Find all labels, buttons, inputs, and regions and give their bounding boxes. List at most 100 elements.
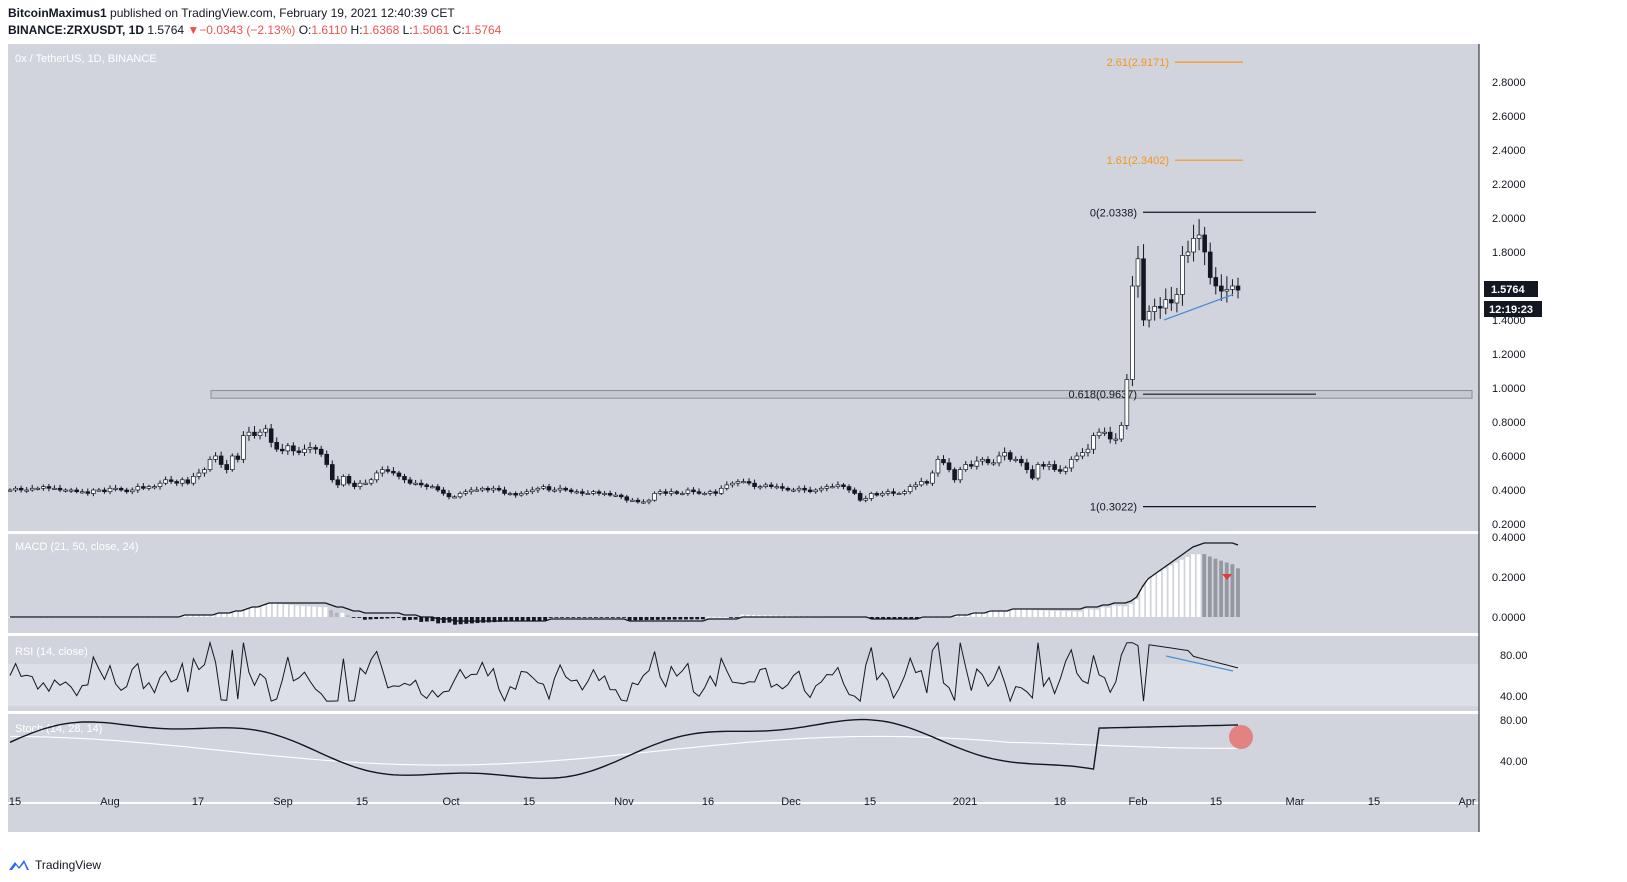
macd-hist-bar <box>667 617 672 620</box>
candle-body <box>802 487 807 491</box>
resistance-zone-rect <box>210 390 1473 399</box>
footer-brand[interactable]: TradingView <box>35 858 102 872</box>
candle-body <box>441 489 446 494</box>
macd-hist-bar <box>362 617 367 620</box>
candle-body <box>563 487 568 491</box>
candle-body <box>752 482 757 487</box>
macd-hist-bar <box>317 606 322 617</box>
macd-hist-bar <box>886 617 891 619</box>
candle-body <box>96 489 102 492</box>
macd-hist-bar <box>486 617 491 623</box>
candle-body <box>46 486 52 489</box>
symbol-ohlc-line: BINANCE:ZRXUSDT, 1D 1.5764 ▼−0.0343 (−2.… <box>8 23 501 37</box>
rsi-axis-ticks: 80.00 40.00 <box>1500 650 1528 703</box>
candle-body <box>502 489 507 494</box>
candle-body <box>118 487 124 491</box>
price-unit: USDT <box>1500 52 1527 63</box>
candle-body <box>557 487 563 491</box>
candle-body <box>63 489 68 492</box>
open-label: O: <box>298 23 312 37</box>
candle-body <box>641 501 646 504</box>
author-name[interactable]: BitcoinMaximus1 <box>8 6 107 20</box>
macd-hist-bar <box>548 617 553 618</box>
candle-body <box>1024 462 1030 470</box>
trendline <box>1163 293 1234 321</box>
candle-body <box>102 489 107 493</box>
macd-hist-bar <box>745 614 750 617</box>
candle-body <box>146 486 152 489</box>
macd-hist-bar <box>334 612 339 617</box>
macd-hist-bar <box>988 609 993 617</box>
macd-hist-bar <box>436 617 441 624</box>
macd-hist-bar <box>520 617 525 621</box>
macd-hist-bar <box>1213 558 1218 617</box>
macd-hist-bar <box>706 616 711 618</box>
macd-hist-bar <box>1038 610 1043 617</box>
candle-body <box>279 448 285 452</box>
candle-body <box>185 479 191 484</box>
macd-hist-bar <box>509 617 514 622</box>
candle-body <box>530 489 535 493</box>
macd-hist-bar <box>1044 610 1049 617</box>
time-tick-label: Mar <box>1286 796 1305 808</box>
macd-hist-bar <box>267 602 272 617</box>
price-tick-label: 0.8000 <box>1492 417 1526 429</box>
candle-body <box>318 448 324 455</box>
macd-hist-bar <box>593 617 598 618</box>
candle-body <box>830 486 835 489</box>
candle-body <box>607 493 613 496</box>
candle-body <box>335 479 341 486</box>
macd-hist-bar <box>284 604 288 617</box>
candle-body <box>1085 448 1091 453</box>
macd-hist-bar <box>655 617 660 620</box>
candle-body <box>796 487 802 491</box>
macd-hist-bar <box>678 617 683 620</box>
macd-hist-bar <box>768 615 773 617</box>
candle-body <box>1230 285 1235 290</box>
candle-body <box>968 464 974 467</box>
candle-body <box>1007 452 1013 460</box>
macd-hist-bar <box>205 614 210 617</box>
countdown-badge-text: 12:19:23 <box>1489 304 1533 316</box>
candle-body <box>718 487 724 494</box>
candle-body <box>1235 285 1241 291</box>
candle-body <box>196 472 202 477</box>
macd-hist-bar <box>1027 609 1032 617</box>
candle-body <box>602 493 607 495</box>
close-value: 1.5764 <box>464 23 502 37</box>
candle-body <box>585 493 591 495</box>
chart-area[interactable]: 0x / TetherUS, 1D, BINANCE USDT MACD (21… <box>8 44 1619 840</box>
candle-body <box>168 479 174 482</box>
macd-hist-bar <box>537 617 542 621</box>
candle-body <box>685 489 691 494</box>
macd-hist-bar <box>1112 605 1117 617</box>
price-pane-title: 0x / TetherUS, 1D, BINANCE <box>15 53 157 65</box>
macd-hist-bar <box>993 610 998 617</box>
candle-body <box>224 464 229 470</box>
macd-hist-bar <box>1061 611 1066 617</box>
macd-title: MACD (21, 50, close, 24) <box>15 541 139 553</box>
macd-hist-bar <box>1083 609 1088 617</box>
macd-hist-bar <box>531 617 536 621</box>
candle-body <box>385 469 391 472</box>
candle-body <box>291 445 296 452</box>
footer: TradingView <box>8 855 101 875</box>
candle-body <box>74 489 79 493</box>
macd-hist-bar <box>1151 575 1156 617</box>
macd-hist-bar <box>351 617 356 618</box>
candle-body <box>91 489 96 494</box>
candle-body <box>1113 438 1119 441</box>
rsi-title: RSI (14, close) <box>15 646 88 658</box>
macd-hist-bar <box>289 605 294 617</box>
candle-body <box>174 481 179 484</box>
candle-body <box>657 491 663 494</box>
candle-body <box>1063 467 1069 472</box>
macd-hist-bar <box>340 612 345 617</box>
candle-body <box>1157 306 1163 309</box>
tradingview-logo-icon[interactable] <box>8 858 30 872</box>
macd-hist-bar <box>193 614 198 617</box>
candle-body <box>1052 464 1057 470</box>
macd-hist-bar <box>633 617 638 621</box>
macd-hist-bar <box>774 615 779 617</box>
macd-tick-label: 0.0000 <box>1492 612 1526 624</box>
